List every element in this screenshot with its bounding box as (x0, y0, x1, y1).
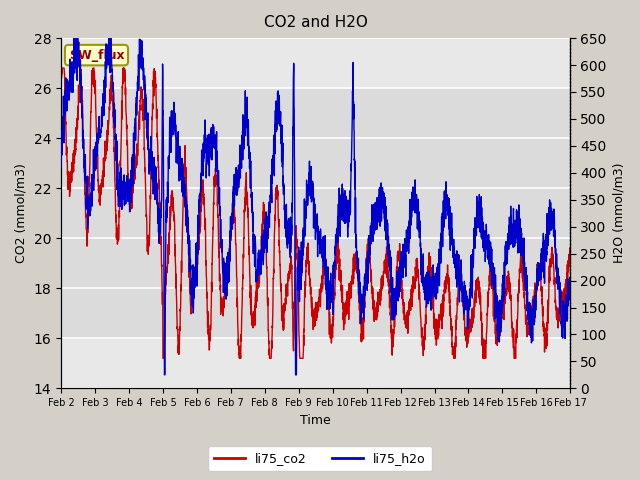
Text: SW_flux: SW_flux (68, 48, 124, 61)
Y-axis label: H2O (mmol/m3): H2O (mmol/m3) (612, 163, 625, 264)
Y-axis label: CO2 (mmol/m3): CO2 (mmol/m3) (15, 163, 28, 263)
Legend: li75_co2, li75_h2o: li75_co2, li75_h2o (208, 446, 432, 471)
X-axis label: Time: Time (300, 414, 331, 427)
Bar (61, 88, 570, 338)
Title: CO2 and H2O: CO2 and H2O (264, 15, 367, 30)
